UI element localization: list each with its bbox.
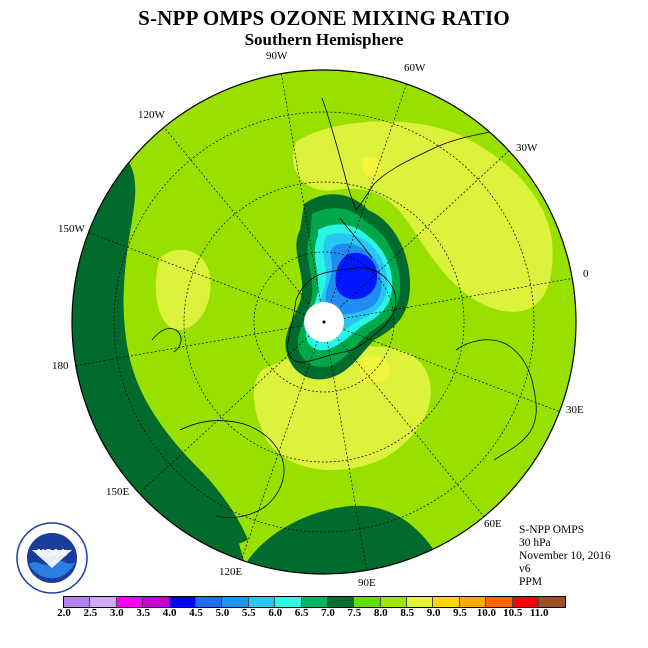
map-border — [71, 69, 577, 575]
info-level: 30 hPa — [519, 537, 551, 549]
colorbar-swatch — [512, 597, 540, 607]
colorbar-swatch — [222, 597, 249, 607]
lat-circle-1 — [253, 251, 395, 393]
coast-antarctic-peninsula — [339, 217, 373, 259]
colorbar-swatch — [195, 597, 223, 607]
colorbar-label: 4.0 — [162, 607, 177, 619]
colorbar-label: 3.0 — [109, 607, 124, 619]
colorbar-label: 11.0 — [529, 607, 549, 619]
colorbar-swatch — [64, 597, 91, 607]
lon-label-90e: 90E — [358, 577, 376, 589]
info-units: PPM — [519, 576, 543, 588]
colorbar-label: 8.5 — [400, 607, 415, 619]
colorbar-swatch — [327, 597, 355, 607]
colorbar-swatch — [433, 597, 460, 607]
colorbar-label: 2.0 — [57, 607, 71, 619]
lon-label-150w: 150W — [58, 223, 85, 235]
colorbar-swatch — [486, 597, 513, 607]
lat-circle-2 — [183, 181, 465, 463]
coast-new-zealand — [151, 328, 182, 353]
colorbar-swatch — [539, 597, 566, 607]
lon-label-30w: 30W — [516, 142, 538, 154]
colorbar-label: 9.0 — [426, 607, 441, 619]
coast-antarctica — [287, 267, 397, 363]
colorbar-swatch — [143, 597, 170, 607]
colorbar-swatch — [301, 597, 328, 607]
colorbar-swatch — [354, 597, 381, 607]
colorbar-swatch — [116, 597, 144, 607]
ozone-yellow-north — [292, 121, 553, 312]
coast-africa — [455, 339, 537, 461]
colorbar-labels: 2.0 2.5 3.0 3.5 4.0 4.5 5.0 5.5 6.0 6.5 7.0 7.5 8.0 8… — [0, 607, 648, 623]
colorbar-label: 4.5 — [189, 607, 203, 619]
colorbar-label: 7.0 — [321, 607, 335, 619]
meridian-90w-90e — [279, 70, 369, 574]
colorbar-label: 6.0 — [268, 607, 283, 619]
lon-label-120w: 120W — [138, 109, 165, 121]
info-block: S-NPP OMPS 30 hPa November 10, 2016 v6 P… — [519, 524, 611, 589]
colorbar-label: 9.5 — [453, 607, 467, 619]
colorbar-swatch — [275, 597, 302, 607]
colorbar-label: 6.5 — [294, 607, 309, 619]
meridian-0-180 — [72, 275, 576, 369]
ozone-blue-deep — [335, 252, 378, 300]
info-instrument: S-NPP OMPS — [519, 524, 585, 536]
ozone-yellow-bright-south — [356, 356, 391, 383]
lon-label-60w: 60W — [404, 62, 426, 74]
colorbar-swatch — [169, 597, 196, 607]
ozone-yellow-bright — [362, 156, 383, 177]
colorbar-label: 7.5 — [347, 607, 362, 619]
colorbar-label: 2.5 — [83, 607, 98, 619]
lon-label-60e: 60E — [484, 518, 502, 530]
ozone-yellow-west — [155, 249, 211, 330]
noaa-logo: NOAA — [16, 522, 88, 594]
colorbar-label: 10.5 — [503, 607, 523, 619]
colorbar-swatch — [459, 597, 487, 607]
colorbar-swatch — [248, 597, 276, 607]
logo-text: NOAA — [37, 548, 66, 559]
colorbar-label: 3.5 — [136, 607, 151, 619]
coast-australia — [179, 420, 285, 518]
ozone-band-west-edge — [104, 218, 248, 548]
lon-label-120e: 120E — [219, 566, 243, 578]
south-pole-marker — [322, 320, 326, 324]
colorbar-swatch — [407, 597, 434, 607]
lon-label-0: 0 — [583, 268, 589, 280]
colorbar-label: 10.0 — [476, 607, 497, 619]
colorbar — [63, 596, 567, 608]
info-date: November 10, 2016 — [519, 550, 611, 562]
lon-label-150e: 150E — [106, 486, 130, 498]
coastlines — [151, 97, 537, 518]
info-version: v6 — [519, 563, 531, 575]
lon-label-180: 180 — [52, 360, 69, 372]
lon-label-90w: 90W — [266, 50, 288, 62]
colorbar-swatch — [380, 597, 408, 607]
lon-label-30e: 30E — [566, 404, 584, 416]
colorbar-label: 8.0 — [373, 607, 388, 619]
lat-circle-3 — [113, 111, 535, 533]
page-subtitle: Southern Hemisphere — [244, 30, 404, 49]
page-title: S-NPP OMPS OZONE MIXING RATIO — [138, 6, 510, 30]
colorbar-swatch — [90, 597, 117, 607]
colorbar-label: 5.5 — [241, 607, 256, 619]
colorbar-label: 5.0 — [215, 607, 230, 619]
